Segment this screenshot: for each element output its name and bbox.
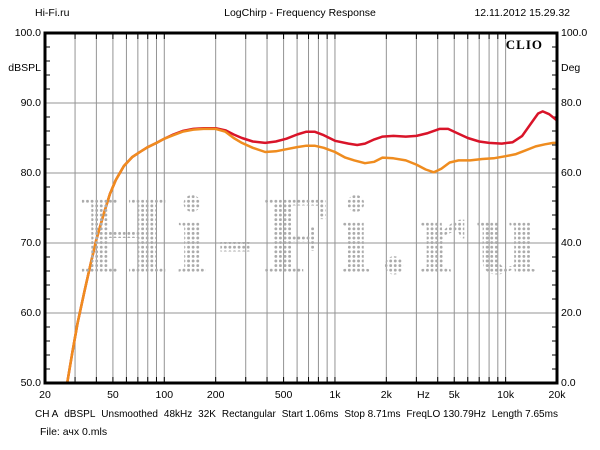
- y-tick-label-left: 70.0: [20, 237, 41, 249]
- file-name-label: File: ачх 0.mls: [40, 426, 108, 438]
- status-item: Rectangular: [221, 409, 276, 420]
- status-item: dBSPL: [64, 409, 96, 420]
- x-tick-label: 200: [206, 389, 225, 401]
- y-tick-label-right: 40.0: [561, 237, 582, 249]
- clio-logo: CLIO: [505, 37, 543, 52]
- x-tick-label: 50: [107, 389, 119, 401]
- site-label: Hi-Fi.ru: [35, 7, 70, 19]
- y-tick-label-left: 80.0: [20, 167, 41, 179]
- y-tick-label-right: 100.0: [561, 27, 588, 39]
- y-tick-label-left: 60.0: [20, 307, 41, 319]
- x-tick-label: 5k: [448, 389, 460, 401]
- y-tick-label-left: 90.0: [20, 97, 41, 109]
- status-item: Length 7.65ms: [491, 409, 558, 420]
- y-tick-label-right: 80.0: [561, 97, 582, 109]
- x-tick-label: 20k: [548, 389, 566, 401]
- x-tick-label: 100: [155, 389, 174, 401]
- status-item: Unsmoothed: [101, 409, 158, 420]
- y-tick-label-left: 50.0: [20, 377, 41, 389]
- right-axis-unit: Deg: [561, 62, 581, 74]
- x-tick-label: 500: [274, 389, 293, 401]
- measurement-status-bar: CH A dBSPL Unsmoothed 48kHz 32K Rectangular St…: [35, 409, 558, 420]
- x-tick-label: 10k: [497, 389, 515, 401]
- status-item: Start 1.06ms: [281, 409, 339, 420]
- y-tick-label-right: 0.0: [561, 377, 576, 389]
- timestamp: 12.11.2012 15.29.32: [474, 7, 570, 19]
- status-item: CH A: [35, 409, 59, 420]
- x-tick-label: 20: [39, 389, 51, 401]
- status-item: Stop 8.71ms: [344, 409, 401, 420]
- plot-border: [43, 31, 559, 385]
- frequency-response-plot: [43, 31, 559, 385]
- y-tick-label-right: 20.0: [561, 307, 582, 319]
- x-tick-label: Hz: [417, 389, 430, 401]
- curve-response-orange: [65, 127, 559, 385]
- status-item: 48kHz: [163, 409, 193, 420]
- left-axis-unit: dBSPL: [8, 62, 41, 74]
- y-tick-label-left: 100.0: [14, 27, 41, 39]
- x-tick-label: 1k: [329, 389, 341, 401]
- x-tick-label: 2k: [380, 389, 392, 401]
- page-title: LogChirp - Frequency Response: [224, 7, 376, 19]
- status-item: FreqLO 130.79Hz: [406, 409, 486, 420]
- status-item: 32K: [198, 409, 216, 420]
- y-tick-label-right: 60.0: [561, 167, 582, 179]
